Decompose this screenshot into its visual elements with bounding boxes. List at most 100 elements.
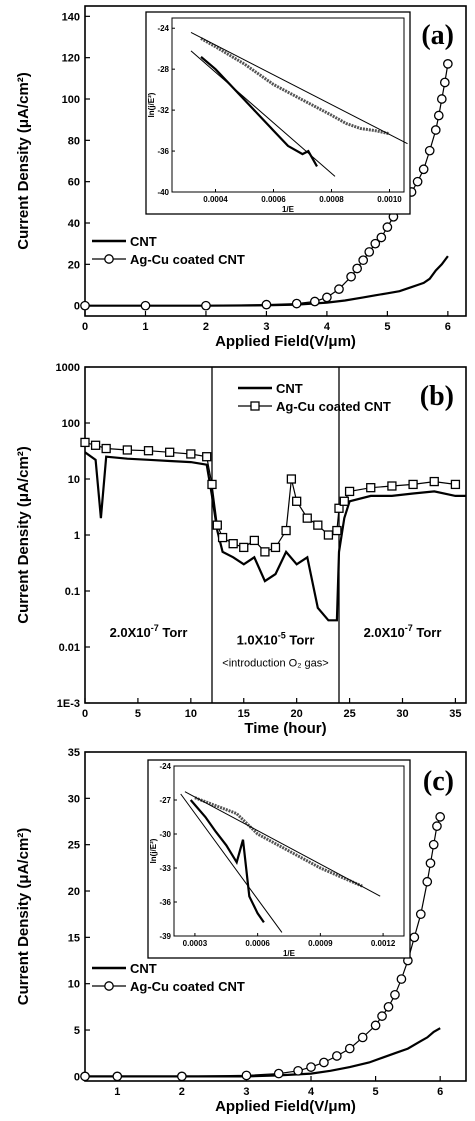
- inset-frame: [147, 759, 411, 959]
- data-point: [370, 1020, 381, 1031]
- inset-x-tick-label: 0.0009: [308, 939, 333, 948]
- data-point: [370, 238, 381, 249]
- y-tick-label: 140: [62, 11, 80, 23]
- data-point: [217, 532, 228, 543]
- inset-chart: 0.0004 0.0006 0.0008 0.0010 -40 -36 -32 -28 -24 1…: [145, 11, 411, 215]
- y-tick-label: 25: [68, 840, 80, 852]
- y-tick-label: 60: [68, 177, 80, 189]
- inset-y-tick-label: -33: [159, 864, 171, 873]
- data-point: [357, 1032, 368, 1043]
- inset-x-axis-label: 1/E: [282, 205, 295, 214]
- inset-y-tick-label: -24: [157, 24, 169, 33]
- data-point: [80, 437, 90, 448]
- plot-frame: [84, 5, 467, 317]
- data-point: [366, 483, 376, 493]
- annotation-text: <introduction O₂ gas>: [222, 657, 328, 669]
- data-point: [323, 530, 334, 540]
- data-point: [418, 164, 429, 175]
- legend-label: Ag-Cu coated CNT: [276, 399, 391, 414]
- inset-x-tick-label: 0.0003: [183, 939, 208, 948]
- inset-x-tick-label: 0.0004: [203, 195, 228, 204]
- data-point: [344, 1043, 355, 1054]
- x-tick-label: 1: [114, 1086, 120, 1098]
- data-point: [212, 520, 222, 530]
- panel-label: (c): [423, 766, 454, 797]
- x-tick-label: 30: [396, 708, 408, 720]
- data-point: [207, 479, 217, 490]
- data-point: [422, 876, 433, 887]
- annotation-exponent: -7: [151, 623, 159, 633]
- data-point: [429, 476, 439, 487]
- data-point: [241, 1070, 252, 1081]
- inset-y-tick-label: -39: [159, 932, 171, 941]
- data-point: [293, 1065, 303, 1076]
- data-point: [112, 1071, 123, 1082]
- data-point: [408, 479, 418, 490]
- inset-y-tick-label: -27: [159, 796, 171, 805]
- data-point: [425, 858, 436, 869]
- inset-fit-line: [184, 791, 381, 897]
- chart-panel-1: 0 5 10 15 20 25 30 35 1E-3 0.01 0.1 1 10 100 1000 Time …: [15, 362, 467, 737]
- inset-y-tick-label: -30: [159, 830, 171, 839]
- x-tick-label: 4: [308, 1086, 315, 1098]
- annotation-main: 2.0X10: [364, 625, 405, 640]
- annotation-exponent: -7: [405, 623, 413, 633]
- data-point: [90, 440, 101, 450]
- data-point: [260, 547, 270, 557]
- data-point: [352, 263, 362, 274]
- legend-label: CNT: [130, 961, 157, 976]
- inset-series-0: [189, 799, 265, 924]
- data-point: [201, 300, 211, 311]
- y-tick-label: 15: [68, 932, 80, 944]
- data-point: [339, 496, 349, 506]
- data-point: [376, 232, 387, 243]
- x-tick-label: 1: [142, 321, 148, 333]
- annotation-unit: Torr: [413, 625, 442, 640]
- data-point: [331, 1051, 342, 1061]
- y-tick-label: 40: [68, 218, 80, 230]
- y-tick-label: 120: [62, 53, 80, 65]
- legend-label: CNT: [130, 234, 157, 249]
- inset-series-1: [200, 37, 390, 136]
- inset-x-tick-label: 0.0012: [371, 939, 396, 948]
- data-point: [80, 300, 90, 311]
- x-axis-label: Applied Field(V/μm): [215, 1098, 356, 1115]
- plot-frame: [84, 366, 467, 704]
- y-tick-label: 100: [62, 94, 80, 106]
- x-tick-label: 5: [373, 1086, 379, 1098]
- inset-x-tick-label: 0.0006: [261, 195, 286, 204]
- inset-y-tick-label: -24: [159, 762, 171, 771]
- data-point: [306, 1062, 316, 1072]
- x-tick-label: 5: [384, 321, 390, 333]
- x-tick-label: 25: [343, 708, 355, 720]
- data-point: [270, 542, 281, 553]
- chart-panel-2: 1 2 3 4 5 6 0 5 10 15 20 25 30 35 Applied Field(V/μm) C…: [15, 747, 467, 1115]
- y-axis-label: Current Density (μA/cm²): [15, 72, 32, 250]
- data-point: [273, 1068, 284, 1079]
- data-point: [261, 299, 272, 310]
- y-axis-label: Current Density (μA/cm²): [15, 446, 32, 624]
- series-line-0: [84, 451, 466, 622]
- data-point: [143, 446, 154, 456]
- data-point: [377, 1011, 387, 1021]
- inset-y-tick-label: -36: [157, 147, 169, 156]
- x-tick-label: 3: [243, 1086, 249, 1098]
- data-point: [186, 449, 196, 459]
- data-point: [239, 542, 249, 553]
- annotation-text: 1.0X10-5 Torr: [237, 631, 315, 648]
- y-tick-label: 0: [74, 1071, 80, 1083]
- x-tick-label: 0: [82, 321, 88, 333]
- data-point: [433, 110, 444, 121]
- inset-x-tick-label: 0.0010: [377, 195, 402, 204]
- data-point: [443, 59, 453, 69]
- data-point: [430, 125, 441, 135]
- legend-marker: [250, 401, 260, 411]
- data-point: [435, 812, 446, 822]
- y-tick-label: 10: [68, 979, 80, 991]
- inset-x-tick-label: 0.0006: [245, 939, 270, 948]
- data-point: [80, 1071, 90, 1082]
- inset-y-axis-label: ln(j/E²): [147, 92, 156, 117]
- data-point: [382, 222, 393, 232]
- y-tick-label: 1E-3: [57, 698, 80, 710]
- data-point: [428, 839, 439, 850]
